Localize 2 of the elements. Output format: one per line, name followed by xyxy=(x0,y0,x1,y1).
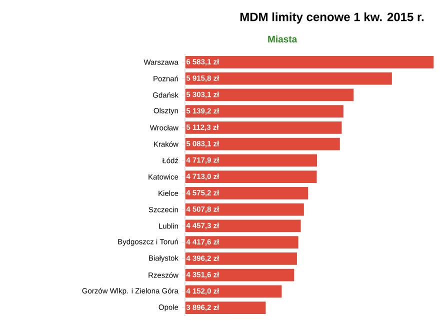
chart-subtitle: Miasta xyxy=(268,36,298,42)
chart-title: MDM limity cenowe 1 kw. 2015 r. xyxy=(240,12,424,24)
